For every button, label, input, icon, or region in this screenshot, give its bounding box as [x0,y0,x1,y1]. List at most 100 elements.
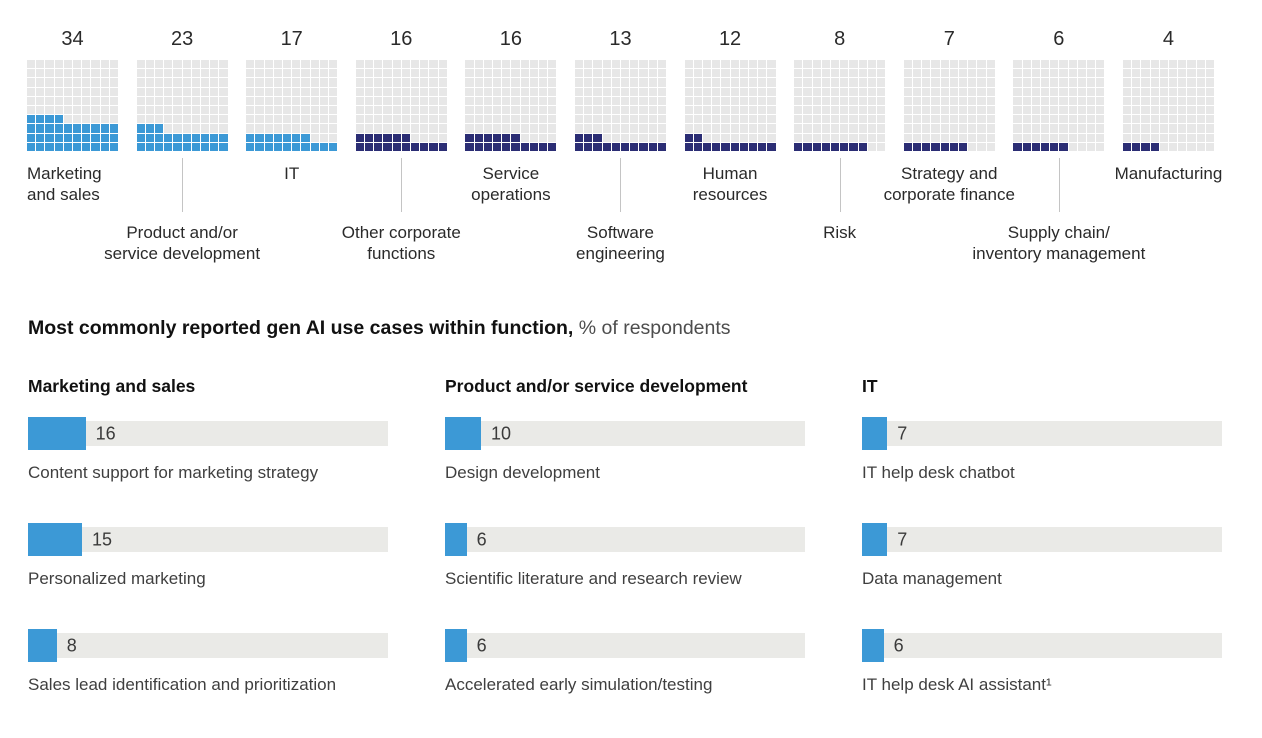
waffle-cell [1040,87,1050,96]
waffle-cell [730,133,739,142]
waffle-cell [712,78,721,87]
function-label-line: Strategy and [901,164,998,183]
waffle-cell [968,96,977,105]
function-label: Software engineering [576,222,665,264]
waffle-cell [383,96,392,105]
waffle-cell [867,124,876,133]
waffle-cell [830,124,840,133]
waffle-cell [483,105,492,115]
waffle-cell [219,142,228,151]
use-case-label: Accelerated early simulation/testing [445,675,713,694]
waffle-cell [1132,115,1141,124]
waffle-cell [940,60,949,69]
waffle-cell [182,96,191,105]
waffle-cell [602,69,611,78]
waffle-cell [1040,105,1050,115]
waffle-cell [922,60,931,69]
waffle-cell [803,115,812,124]
waffle-cell [219,115,228,124]
waffle-cell [319,60,328,69]
function-label-line: functions [367,244,436,263]
waffle-cell [1096,60,1105,69]
function-waffle-item: 12 Human resources [684,26,776,268]
waffle-cell [693,60,702,69]
waffle-cell [45,124,54,133]
waffle-cell [630,87,639,96]
waffle-cell [794,124,803,133]
waffle-cell [684,142,693,151]
waffle-cell [1122,78,1132,87]
waffle-cell [465,142,474,151]
waffle-cell [200,69,210,78]
waffle-cell [1096,78,1105,87]
waffle-cell [821,60,830,69]
function-label: Human resources [693,163,768,205]
waffle-cell [1122,60,1132,69]
waffle-cell [812,60,821,69]
waffle-cell [27,142,36,151]
waffle-cell [502,87,511,96]
waffle-cell [1068,96,1077,105]
waffle-cell [1059,133,1068,142]
waffle-cell [465,60,474,69]
waffle-cell [693,124,702,133]
waffle-cell [748,87,758,96]
waffle-cell [1013,60,1022,69]
waffle-cell [940,105,949,115]
waffle-cell [145,96,154,105]
waffle-cell [72,96,82,105]
waffle-cell [182,105,191,115]
waffle-cell [292,105,301,115]
waffle-cell [903,133,912,142]
waffle-cell [648,69,657,78]
waffle-cell [693,115,702,124]
waffle-cell [109,87,118,96]
waffle-cell [164,87,173,96]
waffle-cell [1196,87,1205,96]
waffle-cell [1050,69,1059,78]
waffle-cell [867,60,876,69]
waffle-cell [639,115,648,124]
waffle-cell [474,78,483,87]
waffle-cell [136,87,145,96]
bar-fill [862,629,884,662]
waffle-cell [1022,87,1031,96]
waffle-cell [191,96,200,105]
waffle-cell [812,87,821,96]
waffle-cell [136,105,145,115]
function-percent-value: 34 [61,28,84,50]
waffle-cell [410,96,420,105]
waffle-cell [511,105,520,115]
waffle-cell [429,133,438,142]
waffle-cell [949,78,958,87]
waffle-cell [246,105,255,115]
waffle-cell [1096,105,1105,115]
waffle-cell [940,142,949,151]
bar-value: 6 [476,529,487,549]
use-case-column: Product and/or service development 10 De… [445,375,805,696]
waffle-cell [702,96,712,105]
waffle-cell [912,124,922,133]
waffle-cell [940,78,949,87]
waffle-cell [1196,133,1205,142]
waffle-cell [1141,105,1150,115]
waffle-cell [958,96,968,105]
use-case-label: Data management [862,569,1002,588]
waffle-cell [1086,133,1096,142]
waffle-cell [255,115,264,124]
waffle-cell [1086,69,1096,78]
waffle-cell [1059,69,1068,78]
waffle-cell [812,124,821,133]
waffle-cell [383,115,392,124]
waffle-cell [355,87,364,96]
waffle-cell [1040,133,1050,142]
waffle-grid [27,60,118,151]
function-label-line: Software [586,223,655,242]
waffle-cell [219,105,228,115]
waffle-cell [593,69,602,78]
waffle-cell [630,69,639,78]
waffle-cell [657,124,666,133]
waffle-cell [1122,142,1132,151]
waffle-cell [1159,133,1168,142]
waffle-grid [903,60,995,151]
